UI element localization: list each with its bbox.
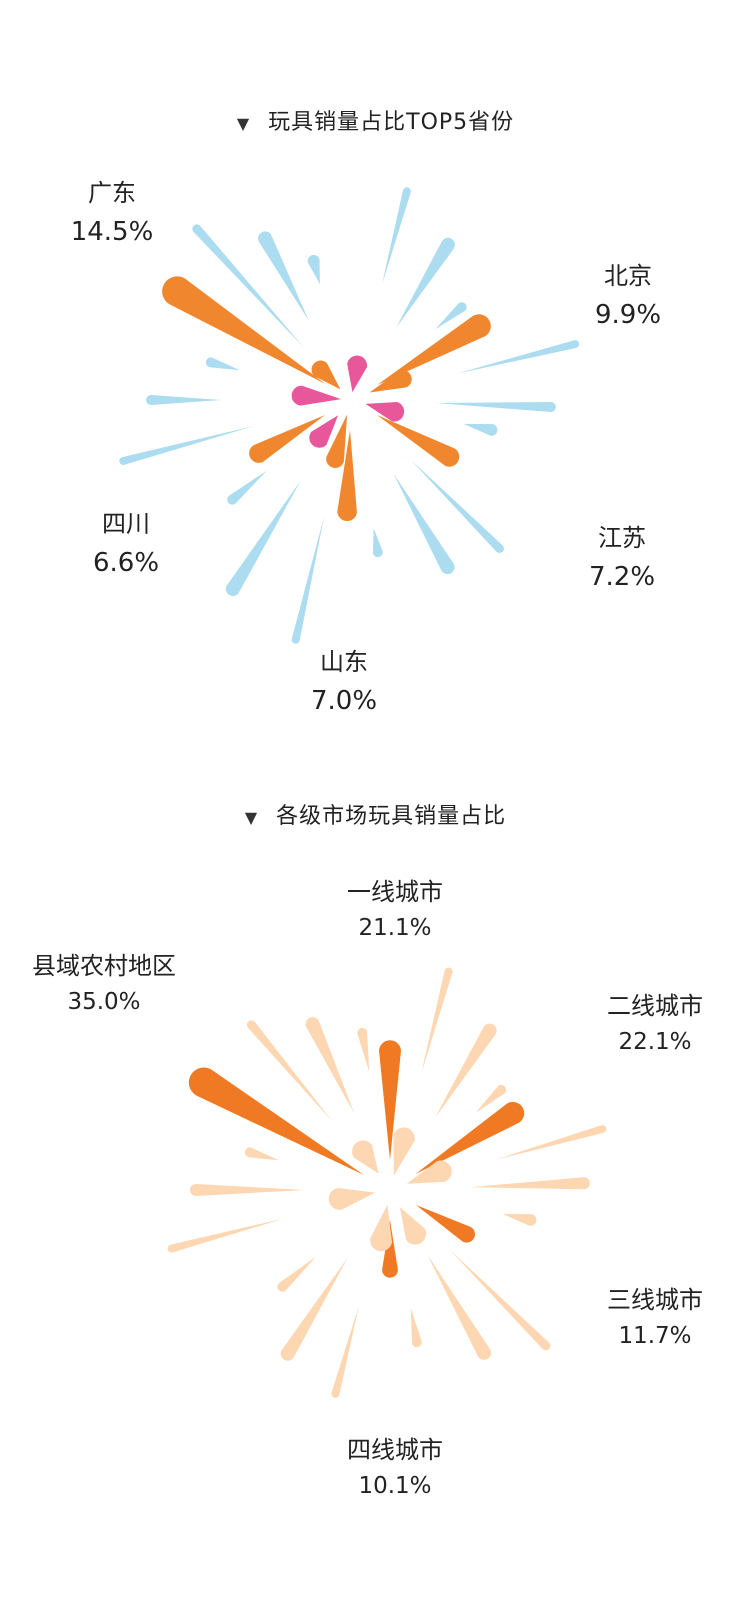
chart1-value-label: 7.0% <box>310 686 378 717</box>
decor-petal <box>225 480 301 597</box>
decor-petal <box>470 1177 590 1190</box>
triangle-down-icon: ▼ <box>244 808 259 827</box>
decor-petal <box>291 516 324 644</box>
chart2-category-label: 一线城市 <box>347 878 443 906</box>
data-petal-3 <box>382 1220 398 1278</box>
decor-petal <box>258 231 309 321</box>
chart2-category-label: 二线城市 <box>607 992 703 1020</box>
chart1-value-label: 7.2% <box>588 562 656 593</box>
decor-petal <box>410 1308 422 1348</box>
decor-petal <box>475 1084 507 1113</box>
center-petal <box>393 1127 415 1176</box>
decor-petal <box>227 470 267 505</box>
chart2-title-text: 各级市场玩具销量占比 <box>276 804 507 829</box>
data-petal-0 <box>162 276 326 385</box>
decor-petal <box>411 460 504 553</box>
decor-petal <box>495 1125 607 1160</box>
chart2-value-label: 22.1% <box>618 1029 692 1056</box>
decor-petal <box>435 302 467 330</box>
decor-petal <box>119 425 255 465</box>
decor-petal <box>457 340 580 374</box>
chart1-label-guangdong: 广东 14.5% <box>52 175 172 252</box>
data-petal-1 <box>415 1101 525 1175</box>
data-petal-1 <box>377 314 491 385</box>
chart2-value-label: 11.7% <box>618 1323 692 1350</box>
chart1-category-label: 江苏 <box>598 524 646 552</box>
decor-petal <box>244 1147 279 1161</box>
data-petal-4 <box>188 1067 364 1175</box>
center-pink-petal <box>309 415 339 448</box>
decor-petal <box>435 1023 497 1118</box>
chart1-category-label: 山东 <box>320 648 368 676</box>
center-petal <box>352 1140 379 1174</box>
chart1-label-jiangsu: 江苏 7.2% <box>572 520 672 597</box>
chart2-category-label: 三线城市 <box>607 1286 703 1314</box>
chart1-value-label: 6.6% <box>92 548 160 579</box>
decor-petal <box>305 1017 355 1113</box>
chart2-value-label: 35.0% <box>67 989 141 1016</box>
center-accent-petal <box>369 370 412 393</box>
decor-petal <box>427 1255 492 1360</box>
decor-petal <box>190 1184 305 1196</box>
decor-petal <box>382 187 411 285</box>
decor-petal <box>393 473 455 575</box>
chart1-value-label: 9.9% <box>594 300 662 331</box>
data-petal-4 <box>249 415 325 463</box>
chart2-label-tier3: 三线城市 11.7% <box>580 1282 730 1355</box>
decor-petal <box>192 224 305 348</box>
center-petal <box>328 1188 376 1210</box>
decor-petal <box>357 1027 370 1072</box>
decor-petal <box>331 1305 359 1398</box>
data-petal-0 <box>379 1040 401 1160</box>
decor-petal <box>450 1250 551 1351</box>
chart2-label-tier4: 四线城市 10.1% <box>320 1432 470 1505</box>
decor-petal <box>146 395 221 405</box>
decor-petal <box>280 1257 348 1361</box>
triangle-down-icon: ▼ <box>236 114 251 133</box>
data-petal-2 <box>377 415 460 467</box>
decor-petal <box>435 402 556 413</box>
decor-petal <box>502 1213 537 1226</box>
center-petal <box>400 1207 427 1245</box>
decor-petal <box>396 237 455 328</box>
chart2-label-tier1: 一线城市 21.1% <box>320 874 470 947</box>
center-petal <box>406 1160 452 1184</box>
decor-petal <box>167 1218 284 1253</box>
center-accent-petal <box>311 360 341 390</box>
chart2-value-label: 10.1% <box>358 1473 432 1500</box>
chart1-value-label: 14.5% <box>70 217 154 248</box>
chart1-label-shandong: 山东 7.0% <box>294 644 394 721</box>
chart2-category-label: 四线城市 <box>347 1436 443 1464</box>
decor-petal <box>307 254 320 285</box>
chart1-title: ▼ 玩具销量占比TOP5省份 <box>0 104 751 136</box>
center-pink-petal <box>365 402 405 422</box>
center-pink-petal <box>291 385 341 406</box>
decor-petal <box>373 528 383 558</box>
data-petal-2 <box>416 1205 476 1243</box>
chart1-category-label: 北京 <box>604 262 652 290</box>
decor-petal <box>421 967 453 1075</box>
center-pink-petal <box>347 355 368 393</box>
chart1-category-label: 广东 <box>88 179 136 207</box>
decor-petal <box>246 1020 333 1122</box>
data-petal-3 <box>337 430 357 522</box>
decor-petal <box>205 357 240 371</box>
decor-petal <box>463 423 498 436</box>
chart2-value-label: 21.1% <box>358 915 432 942</box>
chart1-category-label: 四川 <box>102 510 150 538</box>
chart1-label-beijing: 北京 9.9% <box>578 258 678 335</box>
chart2-label-tier2: 二线城市 22.1% <box>580 988 730 1061</box>
center-accent-petal <box>326 414 348 468</box>
chart2-category-label: 县域农村地区 <box>32 952 176 980</box>
center-petal <box>370 1204 392 1252</box>
chart2-label-county: 县域农村地区 35.0% <box>14 948 194 1021</box>
chart1-burst <box>119 187 580 644</box>
chart2-title: ▼ 各级市场玩具销量占比 <box>0 798 751 830</box>
chart1-label-sichuan: 四川 6.6% <box>76 506 176 583</box>
decor-petal <box>277 1256 316 1292</box>
chart1-title-text: 玩具销量占比TOP5省份 <box>268 110 515 135</box>
